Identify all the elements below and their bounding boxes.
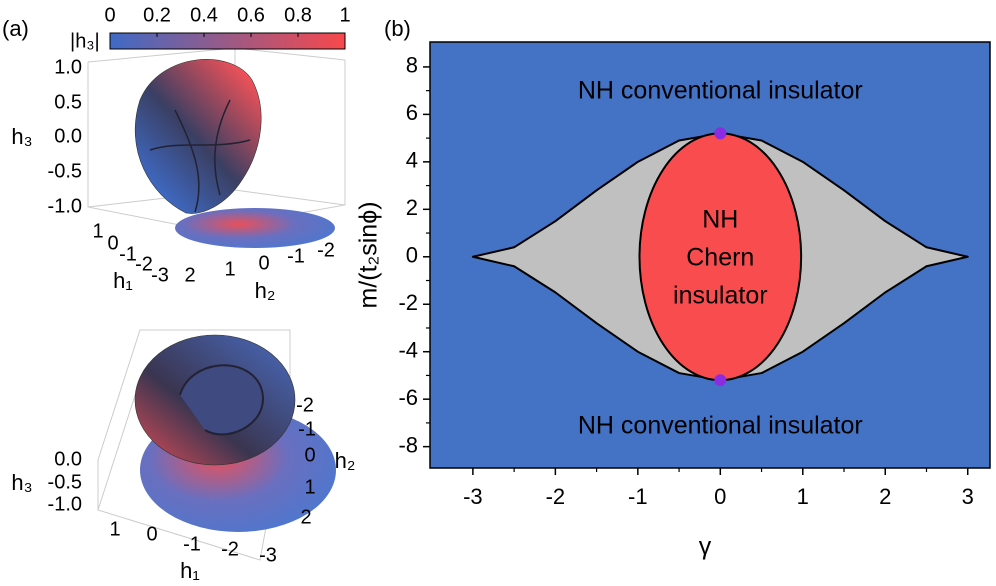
x-tick-label: -1 <box>628 484 648 509</box>
y-tick-label: 6 <box>406 100 418 125</box>
panel-label: (a) <box>2 16 29 41</box>
y-axis-label: h₂ <box>335 448 356 473</box>
y-tick-label: 2 <box>184 264 195 286</box>
x-tick-label: -2 <box>546 484 566 509</box>
x-tick-label: -3 <box>463 484 483 509</box>
z-axis-label: h₃ <box>11 470 32 495</box>
y-tick-label: 4 <box>406 148 418 173</box>
y-axis-label: h₂ <box>255 278 276 303</box>
colorbar-tick-label: 0.6 <box>237 4 265 26</box>
surface-fold <box>179 364 264 436</box>
x-tick-label: -1 <box>183 533 201 555</box>
colorbar-tick-label: 0 <box>104 4 115 26</box>
projection-disc <box>175 208 335 248</box>
y-tick-label: -6 <box>398 385 418 410</box>
x-tick-label: 2 <box>879 484 891 509</box>
x-tick-label: 0 <box>714 484 726 509</box>
y-tick-label: 2 <box>300 506 311 528</box>
phase-diagram: -3 -2 -1 0 1 2 3 -8 -6 -4 -2 0 2 4 6 8 γ m/(t₂sinϕ) NH con… <box>355 41 991 561</box>
y-tick-label: -8 <box>398 432 418 457</box>
plot-frame <box>429 41 991 469</box>
x-axis-label: γ <box>699 533 712 561</box>
x-tick-label: -3 <box>151 264 169 286</box>
y-tick-label: 1 <box>224 258 235 280</box>
z-tick-label: -1.0 <box>48 493 82 515</box>
colorbar-label: |h₃| <box>70 30 100 52</box>
y-tick-label: 1 <box>304 476 315 498</box>
colorbar-tick-label: 1 <box>339 4 350 26</box>
y-tick-label: 8 <box>406 53 418 78</box>
annotation: Chern <box>686 244 754 272</box>
surface-fold <box>149 99 251 213</box>
surface <box>134 59 262 214</box>
z-tick-label: 1.0 <box>54 56 82 78</box>
x-tick-label: 1 <box>109 518 120 540</box>
z-tick-label: -1.0 <box>48 195 82 217</box>
y-tick-label: 0 <box>304 444 315 466</box>
colorbar-tick-label: 0.2 <box>143 4 171 26</box>
y-tick-label: -1 <box>287 245 305 267</box>
z-tick-label: 0.0 <box>54 125 82 147</box>
colorbar-tick-label: 0.8 <box>284 4 312 26</box>
colorbar-tick-label: 0.4 <box>190 4 218 26</box>
y-tick-label: -2 <box>317 239 335 261</box>
x-tick-label: -1 <box>119 243 137 265</box>
annotation: NH <box>702 206 738 234</box>
x-tick-label: 0 <box>146 523 157 545</box>
y-tick-label: -1 <box>298 418 316 440</box>
x-tick-label: -2 <box>135 253 153 275</box>
z-tick-label: 0.0 <box>54 448 82 470</box>
y-tick-label: -2 <box>398 290 418 315</box>
panel-label: (b) <box>384 16 411 41</box>
colorbar <box>109 32 346 50</box>
y-tick-label: 2 <box>406 195 418 220</box>
y-tick-label: 0 <box>258 252 269 274</box>
y-tick-label: -2 <box>296 394 314 416</box>
x-axis-label: h₁ <box>180 558 200 583</box>
annotation: NH conventional insulator <box>578 77 863 105</box>
z-axis-label: h₃ <box>11 124 32 149</box>
y-tick-label: -4 <box>398 338 418 363</box>
critical-point <box>714 127 727 140</box>
y-tick-label: 0 <box>406 243 418 268</box>
z-tick-label: 0.5 <box>54 91 82 113</box>
y-axis-label: m/(t₂sinϕ) <box>355 201 383 308</box>
annotation: insulator <box>673 282 768 310</box>
critical-point <box>714 374 727 387</box>
z-tick-label: -0.5 <box>48 160 82 182</box>
x-tick-label: 1 <box>797 484 809 509</box>
x-tick-label: 1 <box>92 220 103 242</box>
z-tick-label: -0.5 <box>48 471 82 493</box>
x-tick-label: -3 <box>259 544 277 566</box>
x-axis-label: h₁ <box>113 268 133 293</box>
x-tick-label: -2 <box>221 538 239 560</box>
x-tick-label: 0 <box>107 232 118 254</box>
x-tick-label: 3 <box>962 484 974 509</box>
annotation: NH conventional insulator <box>578 412 863 440</box>
